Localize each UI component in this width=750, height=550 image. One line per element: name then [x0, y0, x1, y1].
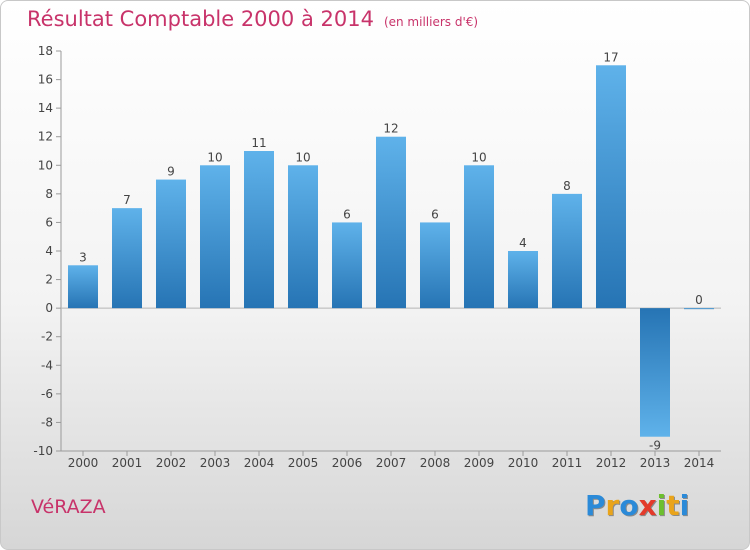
bar [376, 136, 406, 309]
logo-letter: o [619, 489, 639, 522]
data-label: 4 [519, 236, 527, 250]
y-tick-label: 8 [45, 187, 53, 201]
y-tick-label: -6 [41, 387, 53, 401]
proxiti-logo: Proxiti [585, 489, 689, 522]
y-tick-label: 2 [45, 273, 53, 287]
bar [684, 308, 714, 310]
chart-title-text: Résultat Comptable 2000 à 2014 [27, 7, 374, 31]
bar [288, 165, 318, 309]
data-label: 12 [383, 122, 398, 136]
logo-letter: P [585, 489, 606, 522]
y-tick-label: 12 [38, 130, 53, 144]
x-tick-label: 2014 [684, 456, 715, 470]
x-tick-label: 2009 [464, 456, 495, 470]
y-tick-label: -8 [41, 415, 53, 429]
y-tick-label: 16 [38, 73, 53, 87]
data-label: 10 [207, 150, 222, 164]
y-tick-label: 18 [38, 44, 53, 58]
logo-letter: x [638, 489, 657, 522]
x-tick-label: 2011 [552, 456, 583, 470]
data-label: 3 [79, 250, 87, 264]
y-tick-label: -2 [41, 330, 53, 344]
x-tick-label: 2004 [244, 456, 275, 470]
bar [156, 179, 186, 309]
bar [596, 65, 626, 309]
data-label: 17 [603, 50, 618, 64]
x-tick-label: 2001 [112, 456, 143, 470]
y-tick-label: 6 [45, 215, 53, 229]
y-tick-label: 14 [38, 101, 53, 115]
x-tick-label: 2007 [376, 456, 407, 470]
y-tick-label: -10 [33, 444, 53, 458]
data-label: 11 [251, 136, 266, 150]
x-tick-label: 2013 [640, 456, 671, 470]
chart-subtitle: (en milliers d'€) [383, 15, 479, 29]
x-tick-label: 2000 [68, 456, 99, 470]
x-tick-label: 2008 [420, 456, 451, 470]
data-label: 10 [471, 150, 486, 164]
x-tick-label: 2006 [332, 456, 363, 470]
logo-letter: r [605, 489, 620, 522]
y-tick-label: -4 [41, 358, 53, 372]
bar [68, 265, 98, 309]
logo-letter: i [679, 489, 690, 522]
x-tick-label: 2003 [200, 456, 231, 470]
x-tick-label: 2002 [156, 456, 187, 470]
data-label: 6 [343, 207, 351, 221]
bar [332, 222, 362, 309]
logo-letter: i [656, 489, 667, 522]
chart-title: Résultat Comptable 2000 à 2014 (en millie… [27, 7, 478, 31]
x-tick-label: 2010 [508, 456, 539, 470]
data-label: 6 [431, 207, 439, 221]
bar [420, 222, 450, 309]
data-label: -9 [649, 439, 661, 453]
y-tick-label: 0 [45, 301, 53, 315]
data-label: 9 [167, 165, 175, 179]
commune-name: VéRAZA [31, 496, 106, 518]
data-label: 0 [695, 293, 703, 307]
y-tick-label: 4 [45, 244, 53, 258]
bar [112, 208, 142, 309]
bar [508, 251, 538, 309]
bar [244, 151, 274, 309]
data-label: 7 [123, 193, 131, 207]
x-tick-label: 2012 [596, 456, 627, 470]
bar [200, 165, 230, 309]
data-label: 8 [563, 179, 571, 193]
bar [464, 165, 494, 309]
x-tick-label: 2005 [288, 456, 319, 470]
data-label: 10 [295, 150, 310, 164]
y-tick-label: 10 [38, 158, 53, 172]
bar [552, 193, 582, 309]
logo-letter: t [666, 489, 680, 522]
bar [640, 308, 670, 437]
